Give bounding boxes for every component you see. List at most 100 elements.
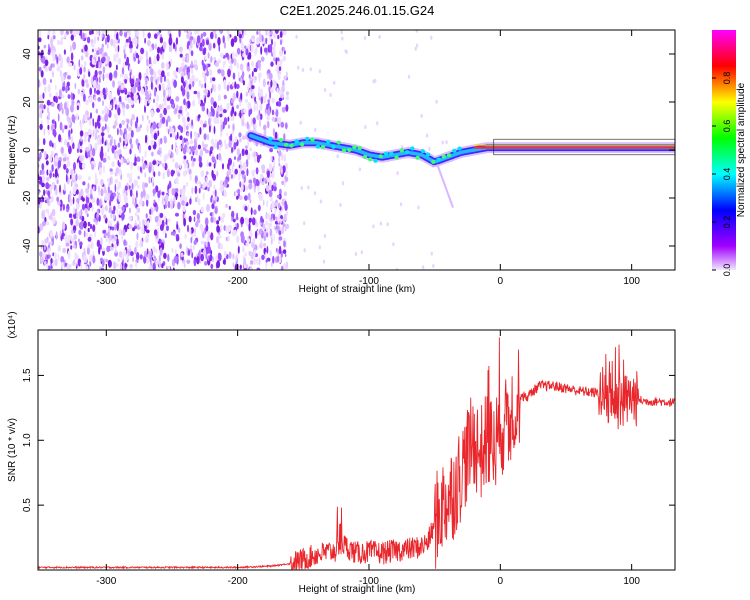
noise-speckle — [112, 80, 115, 88]
noise-speckle — [59, 61, 63, 66]
noise-speckle — [43, 260, 47, 266]
noise-speckle — [59, 64, 64, 68]
noise-speckle — [118, 162, 121, 168]
noise-speckle — [126, 252, 129, 261]
noise-speckle — [137, 126, 141, 132]
noise-speckle — [173, 255, 178, 264]
signal-blob — [310, 137, 315, 142]
noise-speckle — [112, 212, 116, 220]
noise-speckle — [196, 91, 201, 99]
noise-speckle — [91, 164, 95, 170]
noise-speckle — [149, 92, 152, 97]
noise-speckle — [200, 206, 204, 213]
noise-speckle — [274, 131, 278, 140]
noise-speckle — [272, 128, 275, 137]
noise-speckle — [179, 135, 183, 141]
noise-speckle — [266, 199, 269, 208]
noise-speckle — [246, 121, 249, 129]
signal-blob — [299, 142, 305, 147]
noise-speckle — [77, 88, 81, 95]
signal-blob — [378, 154, 383, 159]
noise-speckle — [247, 192, 251, 201]
noise-speckle — [268, 30, 271, 38]
noise-speckle — [266, 120, 270, 129]
noise-speckle — [146, 220, 150, 227]
noise-speckle — [87, 176, 91, 181]
noise-speckle — [53, 35, 56, 40]
noise-speckle — [145, 134, 148, 144]
noise-speckle — [254, 76, 257, 80]
noise-speckle — [270, 61, 274, 67]
noise-speckle — [200, 253, 204, 262]
noise-speckle — [278, 66, 282, 71]
noise-speckle — [175, 212, 179, 217]
noise-speckle — [216, 170, 219, 177]
noise-speckle — [47, 254, 49, 260]
noise-speckle — [196, 212, 200, 220]
noise-speckle — [134, 247, 137, 255]
noise-speckle — [83, 132, 88, 139]
noise-speckle — [202, 231, 205, 238]
noise-speckle — [106, 108, 110, 115]
noise-speckle — [120, 157, 124, 166]
noise-speckle — [144, 98, 148, 107]
noise-speckle — [78, 59, 81, 68]
noise-speckle — [176, 169, 178, 175]
noise-speckle — [86, 246, 90, 255]
noise-speckle — [235, 254, 237, 263]
noise-speckle — [124, 249, 127, 257]
noise-speckle — [240, 235, 245, 244]
noise-speckle — [204, 217, 209, 226]
noise-speckle — [145, 229, 150, 234]
noise-speckle — [123, 239, 127, 247]
noise-speckle — [215, 61, 219, 67]
noise-speckle — [141, 181, 146, 191]
noise-speckle — [98, 48, 103, 55]
noise-speckle — [156, 100, 158, 109]
noise-speckle — [109, 193, 114, 202]
noise-speckle — [87, 182, 90, 190]
noise-speckle — [220, 124, 223, 132]
noise-speckle — [146, 233, 150, 240]
noise-speckle — [231, 130, 234, 136]
noise-speckle — [91, 197, 96, 204]
noise-speckle — [113, 205, 116, 212]
noise-speckle — [70, 104, 74, 113]
noise-speckle — [278, 149, 282, 157]
noise-speckle — [238, 164, 241, 169]
noise-speckle — [145, 193, 150, 201]
snr-frame — [37, 329, 676, 571]
noise-speckle — [256, 267, 261, 270]
noise-speckle — [65, 85, 68, 94]
noise-speckle — [44, 238, 48, 244]
noise-speckle — [217, 94, 221, 102]
noise-speckle — [285, 91, 289, 96]
noise-speckle — [72, 261, 75, 266]
noise-speckle — [259, 119, 261, 128]
noise-speckle — [309, 67, 312, 72]
noise-speckle — [247, 102, 252, 110]
noise-speckle — [70, 218, 74, 226]
noise-speckle — [118, 228, 122, 236]
noise-speckle — [83, 230, 86, 238]
noise-speckle — [150, 81, 153, 90]
noise-speckle — [263, 230, 267, 236]
noise-speckle — [207, 255, 210, 261]
noise-speckle — [213, 116, 218, 125]
noise-speckle — [197, 144, 201, 150]
noise-speckle — [239, 264, 242, 270]
noise-speckle — [70, 169, 73, 175]
noise-speckle — [124, 133, 127, 139]
noise-speckle — [183, 98, 186, 106]
noise-speckle — [205, 39, 210, 46]
noise-speckle — [260, 173, 264, 179]
noise-speckle — [159, 113, 163, 118]
noise-speckle — [107, 134, 112, 139]
noise-speckle — [81, 162, 86, 170]
noise-speckle — [168, 149, 171, 154]
noise-speckle — [122, 83, 124, 89]
noise-speckle — [273, 82, 277, 89]
noise-speckle — [283, 240, 286, 248]
noise-speckle — [43, 44, 47, 49]
noise-speckle — [145, 78, 148, 86]
